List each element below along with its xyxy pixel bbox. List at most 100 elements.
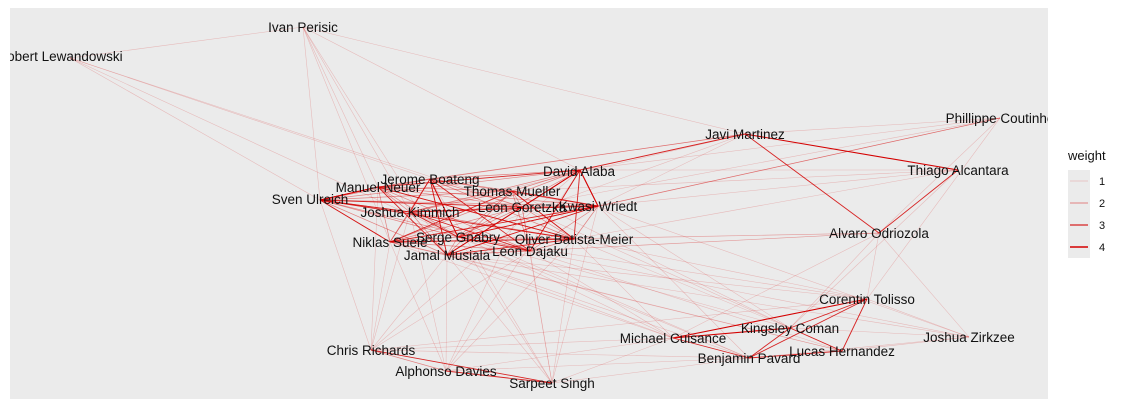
node-label-dajaku: Leon Dajaku xyxy=(492,244,568,259)
edge-light-75 xyxy=(370,186,379,351)
edges-layer xyxy=(69,26,1001,384)
edge-strong-24 xyxy=(511,190,575,240)
edge-light-54 xyxy=(529,250,674,339)
edge-light-9 xyxy=(302,26,411,213)
edge-light-82 xyxy=(445,169,581,372)
edge-strong-23 xyxy=(429,178,459,238)
node-label-alaba: David Alaba xyxy=(543,164,616,179)
edge-light-5 xyxy=(302,26,321,201)
edge-light-81 xyxy=(445,238,575,372)
node-label-goretzka: Leon Goretzka xyxy=(478,200,567,215)
edge-strong-16 xyxy=(370,349,447,372)
legend-key-bg-2 xyxy=(1068,192,1090,214)
edge-core-wriedt-batista xyxy=(573,205,599,240)
node-label-coman: Kingsley Coman xyxy=(741,321,839,336)
node-label-zirkzee: Joshua Zirkzee xyxy=(923,330,1015,345)
edge-core-neuer-goretzka xyxy=(377,186,523,208)
node-label-tolisso: Corentin Tolisso xyxy=(819,292,915,307)
node-label-musiala: Jamal Musiala xyxy=(404,248,491,263)
node-label-gnabry: Serge Gnabry xyxy=(416,230,500,245)
edge-core-gnabry-batista xyxy=(457,236,575,240)
edge-core-mueller-gnabry xyxy=(457,190,513,238)
edge-light-30 xyxy=(529,232,880,252)
node-label-odriozola: Alvaro Odriozola xyxy=(829,226,929,241)
plot-clip-group: Ivan Perisic Robert Lewandowski Phillippe … xyxy=(10,20,1048,391)
edge-core-mueller-wriedt xyxy=(511,190,599,207)
edge-light-62 xyxy=(389,241,843,352)
edge-light-53 xyxy=(389,241,674,339)
node-label-kimmich: Joshua Kimmich xyxy=(360,205,459,220)
edge-light-56 xyxy=(511,190,791,329)
edge-strong-27 xyxy=(446,205,599,256)
edge-light-0 xyxy=(69,26,304,59)
edge-core-kimmich-dajaku xyxy=(409,211,531,252)
edge-core-musiala-dajaku xyxy=(446,250,531,256)
edge-strong-8 xyxy=(748,298,868,359)
edge-light-61 xyxy=(446,254,843,352)
edge-light-51 xyxy=(551,337,674,384)
edge-light-40 xyxy=(457,236,868,300)
edge-light-1 xyxy=(69,57,321,201)
edge-light-60 xyxy=(529,250,843,352)
edge-core-neuer-wriedt xyxy=(377,186,599,207)
edge-light-12 xyxy=(744,117,1001,135)
edge-core-ulreich-wriedt xyxy=(319,199,599,207)
edge-strong-17 xyxy=(319,186,379,201)
edge-strong-1 xyxy=(744,133,880,234)
edge-light-58 xyxy=(573,238,791,329)
edge-light-10 xyxy=(302,26,448,256)
edge-strong-5 xyxy=(672,298,868,339)
edge-core-boateng-suele xyxy=(389,178,431,243)
edge-light-86 xyxy=(457,236,553,384)
edge-core-ulreich-goretzka xyxy=(319,199,523,208)
node-labels-layer: Ivan Perisic Robert Lewandowski Phillippe … xyxy=(10,20,1048,391)
edge-light-26 xyxy=(457,133,746,238)
node-label-mueller: Thomas Mueller xyxy=(464,184,561,199)
edge-strong-14 xyxy=(370,349,553,384)
edge-light-20 xyxy=(511,169,959,192)
edge-core-ulreich-batista xyxy=(319,199,575,240)
edge-strong-6 xyxy=(789,298,868,329)
edge-light-15 xyxy=(521,117,1001,208)
edge-core-goretzka-gnabry xyxy=(457,206,523,238)
edge-light-27 xyxy=(409,133,746,213)
edge-light-3 xyxy=(69,57,523,208)
edge-light-49 xyxy=(409,211,674,339)
edge-light-29 xyxy=(573,232,880,240)
edge-core-alaba-batista xyxy=(573,169,581,240)
edge-strong-12 xyxy=(748,350,843,359)
edge-core-boateng-mueller xyxy=(429,178,513,192)
edge-core-kimmich-alaba xyxy=(409,169,581,213)
edge-core-goretzka-batista xyxy=(521,206,575,240)
edge-light-39 xyxy=(370,298,868,351)
node-label-richards: Chris Richards xyxy=(327,343,416,358)
edge-core-mueller-kimmich xyxy=(409,190,513,213)
edge-light-59 xyxy=(521,206,843,352)
node-label-perisic: Ivan Perisic xyxy=(268,20,338,35)
edge-core-wriedt-suele xyxy=(389,205,599,243)
edge-strong-10 xyxy=(748,327,791,359)
edge-strong-4 xyxy=(429,133,746,180)
edge-core-goretzka-suele xyxy=(389,206,523,243)
node-label-cuisance: Michael Cuisance xyxy=(620,331,727,346)
edge-light-87 xyxy=(551,205,599,384)
edge-strong-19 xyxy=(319,199,411,213)
edge-light-72 xyxy=(370,211,411,351)
edge-core-neuer-musiala xyxy=(377,186,448,256)
edge-strong-29 xyxy=(389,238,575,243)
edge-light-32 xyxy=(789,232,880,329)
edge-core-ulreich-alaba xyxy=(319,169,581,201)
edge-strong-15 xyxy=(445,370,553,384)
edge-light-35 xyxy=(446,232,880,256)
edge-light-64 xyxy=(597,205,750,359)
edge-strong-2 xyxy=(878,169,959,234)
edge-light-76 xyxy=(319,199,372,351)
edge-core-kimmich-suele xyxy=(389,211,411,243)
edge-light-41 xyxy=(789,327,970,338)
edge-light-11 xyxy=(302,26,746,135)
edge-light-70 xyxy=(370,241,391,351)
edge-core-kimmich-gnabry xyxy=(409,211,459,238)
edge-core-batista-dajaku xyxy=(529,238,575,252)
edge-light-66 xyxy=(551,357,750,384)
edge-light-8 xyxy=(302,26,581,171)
